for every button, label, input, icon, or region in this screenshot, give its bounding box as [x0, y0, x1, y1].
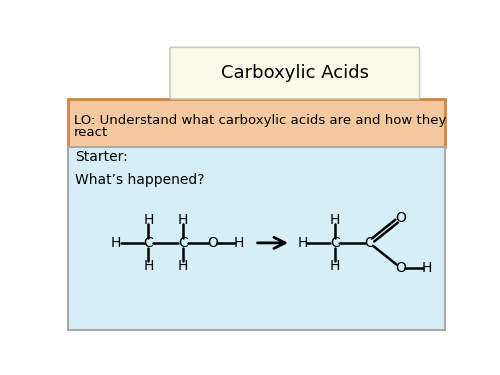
Text: LO: Understand what carboxylic acids are and how they: LO: Understand what carboxylic acids are… [74, 114, 446, 127]
Text: H: H [330, 213, 340, 227]
Text: H: H [178, 213, 188, 227]
Text: C: C [178, 236, 188, 250]
Text: What’s happened?: What’s happened? [76, 173, 205, 187]
Text: C: C [364, 236, 374, 250]
Text: C: C [144, 236, 154, 250]
Text: H: H [144, 213, 154, 227]
FancyBboxPatch shape [170, 47, 420, 99]
Text: H: H [422, 261, 432, 274]
Bar [68, 99, 445, 147]
Text: H: H [178, 259, 188, 273]
Text: C: C [330, 236, 340, 250]
Text: Carboxylic Acids: Carboxylic Acids [221, 64, 369, 82]
Text: Starter:: Starter: [76, 150, 128, 164]
Text: H: H [111, 236, 122, 250]
Text: H: H [234, 236, 244, 250]
Text: O: O [395, 261, 406, 274]
Bar [68, 147, 445, 330]
Text: O: O [395, 211, 406, 225]
Text: H: H [298, 236, 308, 250]
Text: H: H [144, 259, 154, 273]
Text: O: O [207, 236, 218, 250]
Text: H: H [330, 259, 340, 273]
Text: react: react [74, 126, 108, 138]
